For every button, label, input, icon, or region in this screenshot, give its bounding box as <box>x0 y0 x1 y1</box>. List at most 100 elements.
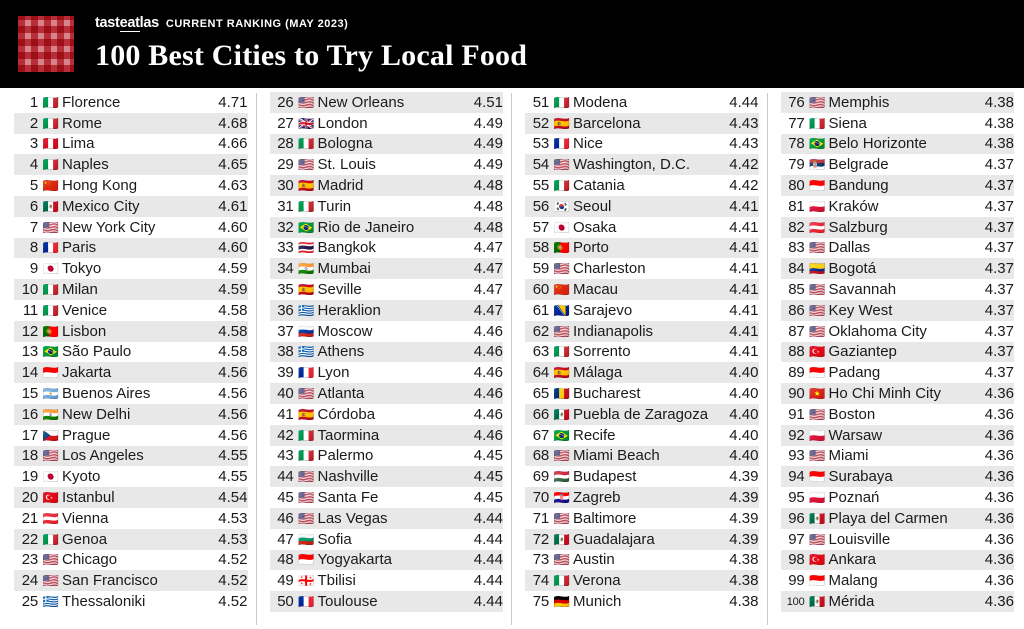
ranking-row[interactable]: 61 🇧🇦 Sarajevo 4.41 <box>525 300 759 321</box>
ranking-row[interactable]: 66 🇲🇽 Puebla de Zaragoza 4.40 <box>525 403 759 425</box>
ranking-row[interactable]: 14 🇮🇩 Jakarta 4.56 <box>14 362 248 384</box>
ranking-row[interactable]: 35 🇪🇸 Seville 4.47 <box>270 279 503 300</box>
ranking-row[interactable]: 64 🇪🇸 Málaga 4.40 <box>525 362 759 384</box>
ranking-row[interactable]: 63 🇮🇹 Sorrento 4.41 <box>525 342 759 363</box>
ranking-row[interactable]: 60 🇨🇳 Macau 4.41 <box>525 279 759 300</box>
ranking-row[interactable]: 13 🇧🇷 São Paulo 4.58 <box>14 342 248 363</box>
ranking-row[interactable]: 41 🇪🇸 Córdoba 4.46 <box>270 404 503 425</box>
ranking-row[interactable]: 24 🇺🇸 San Francisco 4.52 <box>14 570 248 592</box>
ranking-row[interactable]: 54 🇺🇸 Washington, D.C. 4.42 <box>525 154 759 176</box>
ranking-row[interactable]: 99 🇮🇩 Malang 4.36 <box>781 570 1014 591</box>
ranking-row[interactable]: 47 🇧🇬 Sofia 4.44 <box>270 529 503 550</box>
ranking-row[interactable]: 56 🇰🇷 Seoul 4.41 <box>525 195 759 217</box>
ranking-row[interactable]: 76 🇺🇸 Memphis 4.38 <box>780 92 1014 113</box>
ranking-row[interactable]: 6 🇲🇽 Mexico City 4.61 <box>14 195 248 217</box>
ranking-row[interactable]: 51 🇮🇹 Modena 4.44 <box>525 92 759 113</box>
ranking-row[interactable]: 42 🇮🇹 Taormina 4.46 <box>269 424 503 446</box>
ranking-row[interactable]: 30 🇪🇸 Madrid 4.48 <box>269 175 503 196</box>
ranking-row[interactable]: 77 🇮🇹 Siena 4.38 <box>781 113 1014 134</box>
ranking-row[interactable]: 37 🇷🇺 Moscow 4.46 <box>270 321 503 342</box>
ranking-row[interactable]: 82 🇦🇹 Salzburg 4.37 <box>780 216 1014 238</box>
ranking-row[interactable]: 55 🇮🇹 Catania 4.42 <box>525 175 759 196</box>
ranking-row[interactable]: 81 🇵🇱 Kraków 4.37 <box>781 196 1014 217</box>
ranking-row[interactable]: 45 🇺🇸 Santa Fe 4.45 <box>270 487 503 508</box>
ranking-row[interactable]: 73 🇺🇸 Austin 4.38 <box>525 550 759 571</box>
ranking-row[interactable]: 11 🇮🇹 Venice 4.58 <box>14 300 248 321</box>
ranking-row[interactable]: 1 🇮🇹 Florence 4.71 <box>14 92 248 113</box>
ranking-row[interactable]: 16 🇮🇳 New Delhi 4.56 <box>14 403 248 425</box>
ranking-row[interactable]: 43 🇮🇹 Palermo 4.45 <box>270 446 503 467</box>
ranking-row[interactable]: 65 🇷🇴 Bucharest 4.40 <box>525 383 759 404</box>
ranking-row[interactable]: 93 🇺🇸 Miami 4.36 <box>781 446 1014 467</box>
ranking-row[interactable]: 71 🇺🇸 Baltimore 4.39 <box>525 508 759 529</box>
ranking-row[interactable]: 90 🇻🇳 Ho Chi Minh City 4.36 <box>780 383 1014 404</box>
ranking-row[interactable]: 33 🇹🇭 Bangkok 4.47 <box>270 238 503 259</box>
ranking-row[interactable]: 40 🇺🇸 Atlanta 4.46 <box>269 383 503 404</box>
ranking-row[interactable]: 58 🇵🇹 Porto 4.41 <box>525 237 759 259</box>
ranking-row[interactable]: 18 🇺🇸 Los Angeles 4.55 <box>14 445 248 467</box>
ranking-row[interactable]: 34 🇮🇳 Mumbai 4.47 <box>269 258 503 280</box>
ranking-row[interactable]: 75 🇩🇪 Munich 4.38 <box>525 591 759 612</box>
ranking-row[interactable]: 28 🇮🇹 Bologna 4.49 <box>269 133 503 155</box>
ranking-row[interactable]: 36 🇬🇷 Heraklion 4.47 <box>269 299 503 321</box>
ranking-row[interactable]: 74 🇮🇹 Verona 4.38 <box>525 570 759 592</box>
ranking-row[interactable]: 20 🇹🇷 Istanbul 4.54 <box>14 487 248 508</box>
ranking-row[interactable]: 85 🇺🇸 Savannah 4.37 <box>781 279 1014 300</box>
ranking-row[interactable]: 84 🇨🇴 Bogotá 4.37 <box>780 258 1014 280</box>
ranking-row[interactable]: 49 🇬🇪 Tbilisi 4.44 <box>270 570 503 591</box>
ranking-row[interactable]: 68 🇺🇸 Miami Beach 4.40 <box>525 445 759 467</box>
ranking-row[interactable]: 91 🇺🇸 Boston 4.36 <box>781 404 1014 425</box>
ranking-row[interactable]: 89 🇮🇩 Padang 4.37 <box>781 362 1014 383</box>
ranking-row[interactable]: 38 🇬🇷 Athens 4.46 <box>269 341 503 363</box>
ranking-row[interactable]: 25 🇬🇷 Thessaloniki 4.52 <box>14 591 248 612</box>
ranking-row[interactable]: 19 🇯🇵 Kyoto 4.55 <box>14 466 248 487</box>
ranking-row[interactable]: 2 🇮🇹 Rome 4.68 <box>14 112 248 134</box>
ranking-row[interactable]: 22 🇮🇹 Genoa 4.53 <box>14 528 248 550</box>
ranking-row[interactable]: 50 🇫🇷 Toulouse 4.44 <box>269 591 503 612</box>
ranking-row[interactable]: 86 🇺🇸 Key West 4.37 <box>780 299 1014 321</box>
ranking-row[interactable]: 23 🇺🇸 Chicago 4.52 <box>14 550 248 571</box>
ranking-row[interactable]: 100 🇲🇽 Mérida 4.36 <box>780 591 1014 612</box>
ranking-row[interactable]: 27 🇬🇧 London 4.49 <box>270 113 503 134</box>
ranking-row[interactable]: 59 🇺🇸 Charleston 4.41 <box>525 258 759 279</box>
ranking-row[interactable]: 69 🇭🇺 Budapest 4.39 <box>525 466 759 487</box>
ranking-row[interactable]: 62 🇺🇸 Indianapolis 4.41 <box>525 320 759 342</box>
ranking-row[interactable]: 8 🇫🇷 Paris 4.60 <box>14 237 248 259</box>
ranking-row[interactable]: 26 🇺🇸 New Orleans 4.51 <box>269 92 503 113</box>
ranking-row[interactable]: 72 🇲🇽 Guadalajara 4.39 <box>525 528 759 550</box>
ranking-row[interactable]: 87 🇺🇸 Oklahoma City 4.37 <box>781 321 1014 342</box>
ranking-row[interactable]: 7 🇺🇸 New York City 4.60 <box>14 217 248 238</box>
ranking-row[interactable]: 9 🇯🇵 Tokyo 4.59 <box>14 258 248 279</box>
ranking-row[interactable]: 52 🇪🇸 Barcelona 4.43 <box>525 112 759 134</box>
ranking-row[interactable]: 78 🇧🇷 Belo Horizonte 4.38 <box>780 133 1014 155</box>
ranking-row[interactable]: 98 🇹🇷 Ankara 4.36 <box>780 549 1014 571</box>
ranking-row[interactable]: 92 🇵🇱 Warsaw 4.36 <box>780 424 1014 446</box>
ranking-row[interactable]: 79 🇷🇸 Belgrade 4.37 <box>781 154 1014 175</box>
ranking-row[interactable]: 3 🇵🇪 Lima 4.66 <box>14 134 248 155</box>
ranking-row[interactable]: 5 🇨🇳 Hong Kong 4.63 <box>14 175 248 196</box>
ranking-row[interactable]: 10 🇮🇹 Milan 4.59 <box>14 279 248 300</box>
ranking-row[interactable]: 97 🇺🇸 Louisville 4.36 <box>781 529 1014 550</box>
ranking-row[interactable]: 46 🇺🇸 Las Vegas 4.44 <box>269 507 503 529</box>
ranking-row[interactable]: 44 🇺🇸 Nashville 4.45 <box>269 466 503 488</box>
ranking-row[interactable]: 83 🇺🇸 Dallas 4.37 <box>781 238 1014 259</box>
ranking-row[interactable]: 95 🇵🇱 Poznań 4.36 <box>781 487 1014 508</box>
ranking-row[interactable]: 39 🇫🇷 Lyon 4.46 <box>270 362 503 383</box>
ranking-row[interactable]: 21 🇦🇹 Vienna 4.53 <box>14 508 248 529</box>
ranking-row[interactable]: 32 🇧🇷 Rio de Janeiro 4.48 <box>269 216 503 238</box>
ranking-row[interactable]: 48 🇮🇩 Yogyakarta 4.44 <box>269 549 503 571</box>
ranking-row[interactable]: 29 🇺🇸 St. Louis 4.49 <box>270 154 503 175</box>
ranking-row[interactable]: 17 🇨🇿 Prague 4.56 <box>14 425 248 446</box>
ranking-row[interactable]: 53 🇫🇷 Nice 4.43 <box>525 134 759 155</box>
ranking-row[interactable]: 70 🇭🇷 Zagreb 4.39 <box>525 487 759 508</box>
ranking-row[interactable]: 67 🇧🇷 Recife 4.40 <box>525 425 759 446</box>
ranking-row[interactable]: 88 🇹🇷 Gaziantep 4.37 <box>780 341 1014 363</box>
ranking-row[interactable]: 31 🇮🇹 Turin 4.48 <box>270 196 503 217</box>
ranking-row[interactable]: 80 🇮🇩 Bandung 4.37 <box>780 175 1014 196</box>
ranking-row[interactable]: 94 🇮🇩 Surabaya 4.36 <box>780 466 1014 488</box>
ranking-row[interactable]: 96 🇲🇽 Playa del Carmen 4.36 <box>780 507 1014 529</box>
ranking-row[interactable]: 4 🇮🇹 Naples 4.65 <box>14 154 248 176</box>
ranking-row[interactable]: 57 🇯🇵 Osaka 4.41 <box>525 217 759 238</box>
ranking-row[interactable]: 12 🇵🇹 Lisbon 4.58 <box>14 320 248 342</box>
ranking-row[interactable]: 15 🇦🇷 Buenos Aires 4.56 <box>14 383 248 404</box>
